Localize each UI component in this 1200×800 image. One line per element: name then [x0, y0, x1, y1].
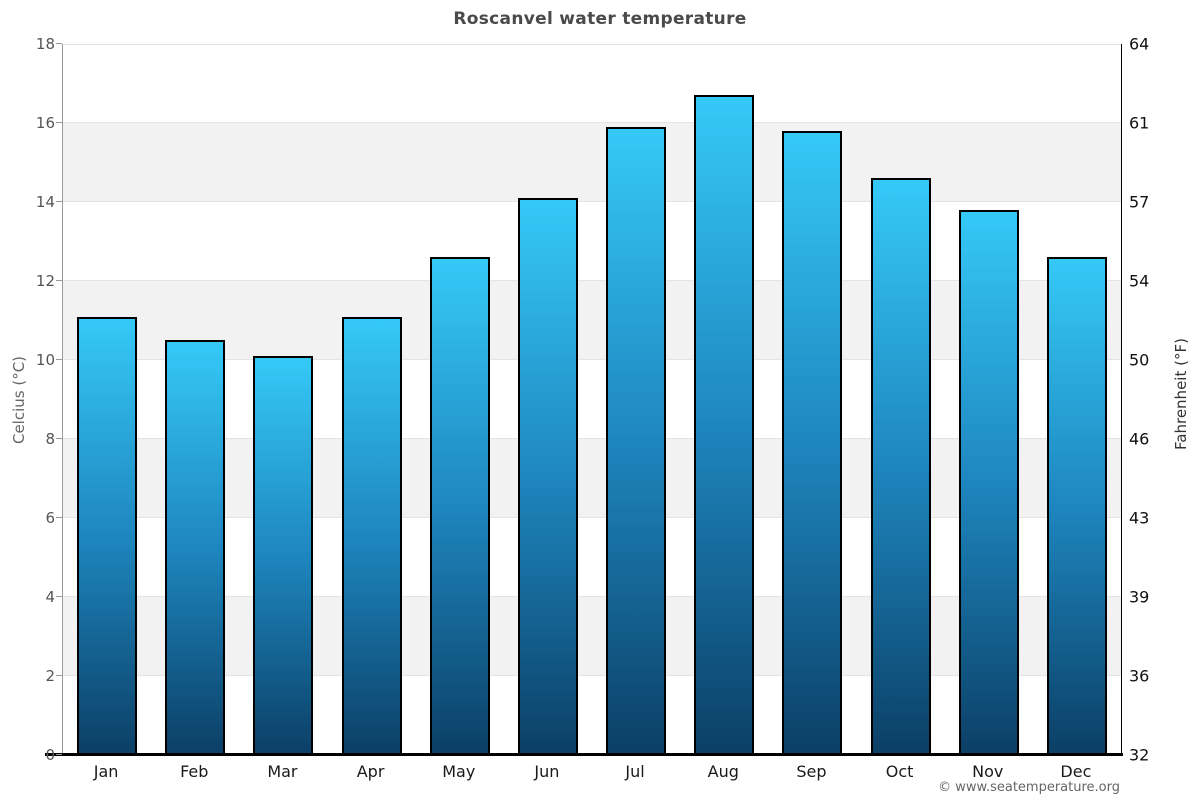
gridline-18c [63, 44, 1121, 45]
x-label-aug: Aug [707, 762, 739, 781]
y-tick-label-celsius-12: 12 [35, 272, 55, 290]
x-label-jul: Jul [625, 762, 645, 781]
x-label-may: May [442, 762, 476, 781]
y-tick-label-fahrenheit-54: 54 [1129, 271, 1150, 291]
gridline-8c [63, 438, 1121, 439]
gridline-2c [63, 675, 1121, 676]
y-tickmark-6c [56, 517, 62, 518]
x-label-jan: Jan [93, 762, 119, 781]
y-tickmark-18c [56, 43, 62, 44]
bar-sep[interactable] [782, 130, 843, 755]
y-tick-label-celsius-0: 0 [45, 746, 55, 764]
y-tick-label-celsius-6: 6 [45, 509, 55, 527]
gridline-6c [63, 517, 1121, 518]
gridline-16c [63, 122, 1121, 123]
x-label-mar: Mar [267, 762, 298, 781]
bar-mar[interactable] [253, 356, 314, 755]
bar-jun[interactable] [517, 198, 578, 755]
bar-aug[interactable] [694, 95, 755, 755]
y-tickmark-0c [56, 754, 62, 755]
x-label-nov: Nov [972, 762, 1004, 781]
x-label-apr: Apr [356, 762, 385, 781]
y-tick-label-fahrenheit-43: 43 [1129, 508, 1150, 528]
y-tick-label-fahrenheit-57: 57 [1129, 192, 1150, 212]
x-label-dec: Dec [1060, 762, 1092, 781]
x-label-sep: Sep [796, 762, 827, 781]
y-tickmark-12c [56, 280, 62, 281]
y-tickmark-8c [56, 438, 62, 439]
gridline-12c [63, 280, 1121, 281]
y-tickmark-10c [56, 359, 62, 360]
copyright-watermark: © www.seatemperature.org [938, 780, 1120, 795]
chart-title: Roscanvel water temperature [453, 9, 747, 29]
y-tick-label-celsius-18: 18 [35, 35, 55, 53]
y-tick-label-fahrenheit-39: 39 [1129, 587, 1150, 607]
y-tick-label-fahrenheit-50: 50 [1129, 350, 1150, 370]
y-tick-label-fahrenheit-46: 46 [1129, 429, 1150, 449]
y-tick-label-fahrenheit-36: 36 [1129, 666, 1150, 686]
y-tick-label-celsius-4: 4 [45, 588, 55, 606]
bar-oct[interactable] [870, 178, 931, 755]
y-tick-label-fahrenheit-64: 64 [1129, 34, 1150, 54]
y-tick-label-celsius-14: 14 [35, 193, 55, 211]
bar-jul[interactable] [606, 126, 667, 755]
bar-apr[interactable] [341, 316, 402, 755]
x-axis-line [45, 753, 1123, 756]
y-tickmark-2c [56, 675, 62, 676]
x-label-oct: Oct [885, 762, 914, 781]
bar-feb[interactable] [165, 340, 226, 755]
plot-area [62, 44, 1122, 755]
x-label-feb: Feb [180, 762, 209, 781]
y-tickmark-4c [56, 596, 62, 597]
gridline-14c [63, 201, 1121, 202]
bar-nov[interactable] [958, 209, 1019, 755]
gridline-10c [63, 359, 1121, 360]
y-tick-label-celsius-8: 8 [45, 430, 55, 448]
y-tick-label-celsius-2: 2 [45, 667, 55, 685]
x-label-jun: Jun [534, 762, 560, 781]
y-tickmark-16c [56, 122, 62, 123]
y-tick-label-fahrenheit-61: 61 [1129, 113, 1150, 133]
y-tick-label-celsius-16: 16 [35, 114, 55, 132]
bar-dec[interactable] [1046, 257, 1107, 755]
gridline-4c [63, 596, 1121, 597]
bar-may[interactable] [429, 257, 490, 755]
y-tick-label-fahrenheit-32: 32 [1129, 745, 1150, 765]
y-tickmark-14c [56, 201, 62, 202]
bar-jan[interactable] [77, 316, 138, 755]
y-tick-label-celsius-10: 10 [35, 351, 55, 369]
